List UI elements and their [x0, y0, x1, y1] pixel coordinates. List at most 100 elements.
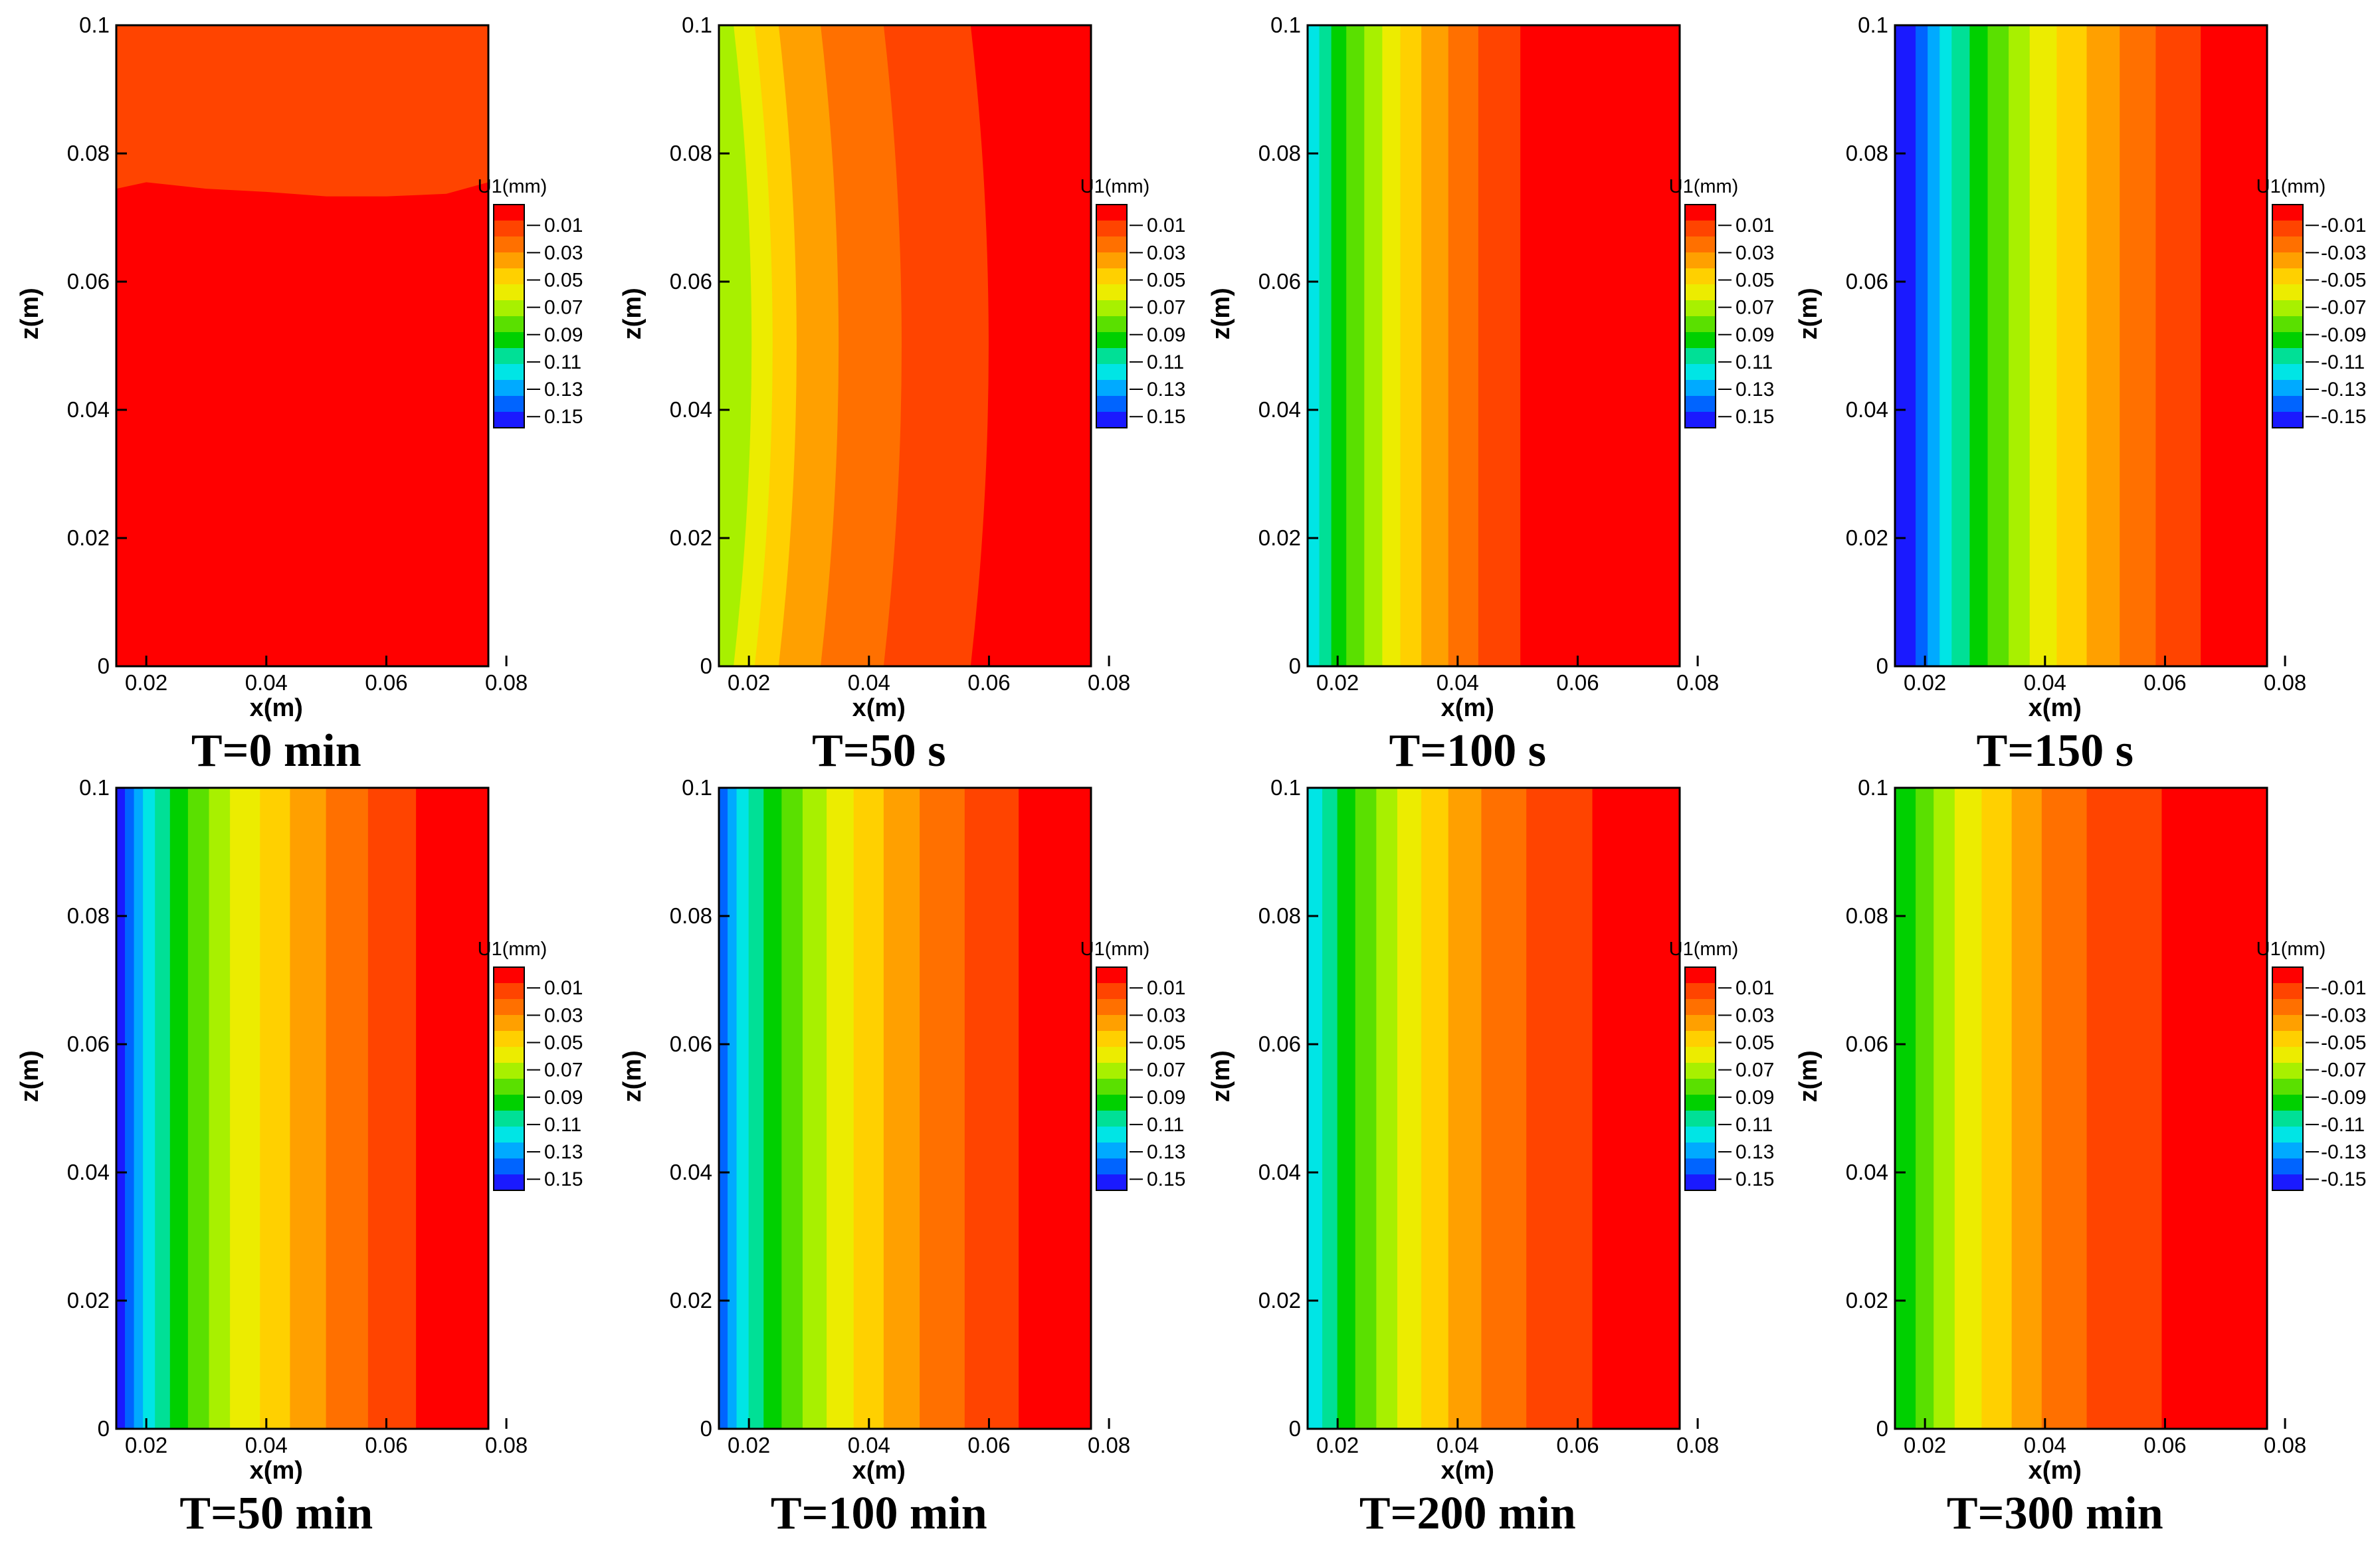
legend-color-swatch: [1685, 999, 1716, 1015]
legend-color-swatch: [494, 236, 524, 252]
legend-label: 0.13: [1147, 1141, 1185, 1163]
legend-color-swatch: [494, 1127, 524, 1143]
legend-color-swatch: [1096, 967, 1127, 983]
x-tick-label: 0.02: [1904, 1433, 1946, 1457]
legend-color-swatch: [494, 1063, 524, 1079]
contour-band: [230, 788, 261, 1429]
panel-4: 0.02 0.04 0.06 0.08 0 0.02 0.04 0.06 0.08 0.1 x(m)…: [1795, 13, 2366, 777]
contour-band: [728, 788, 738, 1429]
y-tick-label: 0.06: [1258, 269, 1301, 294]
contour-band: [143, 788, 156, 1429]
legend-frame: [1684, 204, 1716, 428]
legend-color-swatch: [494, 332, 524, 348]
legend-frame: [1096, 966, 1128, 1191]
legend-label: 0.05: [544, 269, 583, 291]
legend-color-swatch: [2272, 1127, 2303, 1143]
x-tick-label: 0.04: [1437, 1433, 1479, 1457]
contour-band: [2086, 25, 2121, 666]
legend-color-swatch: [494, 1143, 524, 1158]
legend-color-swatch: [1685, 332, 1716, 348]
legend-color-swatch: [494, 396, 524, 412]
legend-color-swatch: [494, 1015, 524, 1031]
contour-band: [134, 788, 144, 1429]
y-axis-label: z(m): [1207, 288, 1235, 339]
y-axis-label: z(m): [1795, 288, 1823, 339]
legend-label: 0.01: [544, 215, 583, 236]
legend-color-swatch: [2272, 1015, 2303, 1031]
contour-band: [1448, 25, 1479, 666]
x-tick-label: 0.08: [2264, 670, 2306, 695]
contour-band: [1478, 25, 1522, 666]
contour-band: [1019, 788, 1091, 1429]
contour-band: [1308, 25, 1320, 666]
contour-band: [2009, 25, 2031, 666]
plot-frame: [1306, 24, 1681, 668]
y-tick-label: 0.04: [1846, 1160, 1888, 1184]
contour-band: [1421, 25, 1449, 666]
legend-label: -0.03: [2321, 1004, 2366, 1026]
contour-band: [2011, 788, 2042, 1429]
contour-plot-area: [116, 788, 488, 1429]
legend-label: 0.11: [544, 351, 581, 373]
legend-color-swatch: [494, 268, 524, 284]
legend-color-swatch: [494, 1047, 524, 1063]
legend-label: 0.07: [544, 297, 583, 319]
legend-label: 0.05: [1735, 1032, 1774, 1054]
legend-label: 0.15: [1735, 1168, 1774, 1190]
contour-band: [169, 788, 189, 1429]
x-tick-label: 0.02: [1904, 670, 1946, 695]
legend-color-swatch: [1685, 348, 1716, 364]
x-tick-label: 0.04: [245, 670, 288, 695]
legend-color-swatch: [2272, 205, 2303, 221]
y-axis-label: z(m): [1795, 1050, 1823, 1102]
contour-band: [1308, 788, 1324, 1429]
legend-color-swatch: [1096, 1127, 1127, 1143]
contour-band: [781, 788, 803, 1429]
legend-color-swatch: [1685, 252, 1716, 268]
legend-label: 0.07: [1735, 1059, 1774, 1081]
contour-band: [2120, 25, 2157, 666]
x-tick-label: 0.08: [1088, 670, 1130, 695]
legend-color-swatch: [2272, 1031, 2303, 1047]
x-tick-label: 0.04: [848, 1433, 890, 1457]
contour-band: [1916, 788, 1935, 1429]
x-tick-label: 0.02: [1316, 1433, 1359, 1457]
legend-color-swatch: [2272, 967, 2303, 983]
legend-frame: [1096, 204, 1128, 428]
contour-band: [1481, 788, 1528, 1429]
contour-band: [748, 788, 765, 1429]
panel-title: T=100 min: [771, 1488, 987, 1539]
contour-band: [920, 788, 965, 1429]
x-tick-label: 0.02: [125, 670, 167, 695]
legend-label: -0.07: [2321, 1059, 2366, 1081]
y-tick-label: 0: [700, 654, 712, 678]
contour-band: [155, 788, 171, 1429]
legend: U1(mm) 0.01 0.03 0.05 0.07 0.09 0.11 0.13 0.15: [1080, 176, 1185, 428]
legend-label: 0.15: [544, 1168, 583, 1190]
legend-color-swatch: [1685, 1111, 1716, 1127]
legend-color-swatch: [2272, 1095, 2303, 1111]
y-tick-label: 0.04: [1846, 397, 1888, 422]
legend-label: 0.09: [1147, 1087, 1185, 1109]
legend-color-swatch: [1685, 396, 1716, 412]
legend-color-swatch: [1685, 1143, 1716, 1158]
legend-color-swatch: [1096, 396, 1127, 412]
legend-color-swatch: [494, 1158, 524, 1174]
legend-color-swatch: [1096, 1143, 1127, 1158]
y-axis-label: z(m): [619, 1050, 646, 1102]
plot-frame: [718, 24, 1092, 668]
contour-plot-area: [1895, 25, 2267, 666]
plot-frame: [115, 786, 490, 1430]
plot-frame: [1894, 24, 2268, 668]
legend-color-swatch: [1685, 1095, 1716, 1111]
y-tick-label: 0.06: [67, 269, 110, 294]
legend-color-swatch: [2272, 1158, 2303, 1174]
contour-band: [1421, 788, 1449, 1429]
legend-frame: [1684, 966, 1716, 1191]
legend-label: -0.11: [2321, 1114, 2365, 1136]
legend-color-swatch: [1685, 983, 1716, 999]
x-tick-label: 0.04: [2024, 1433, 2066, 1457]
contour-plot-area: [719, 788, 1091, 1429]
legend-color-swatch: [1685, 316, 1716, 332]
contour-band: [1382, 25, 1401, 666]
